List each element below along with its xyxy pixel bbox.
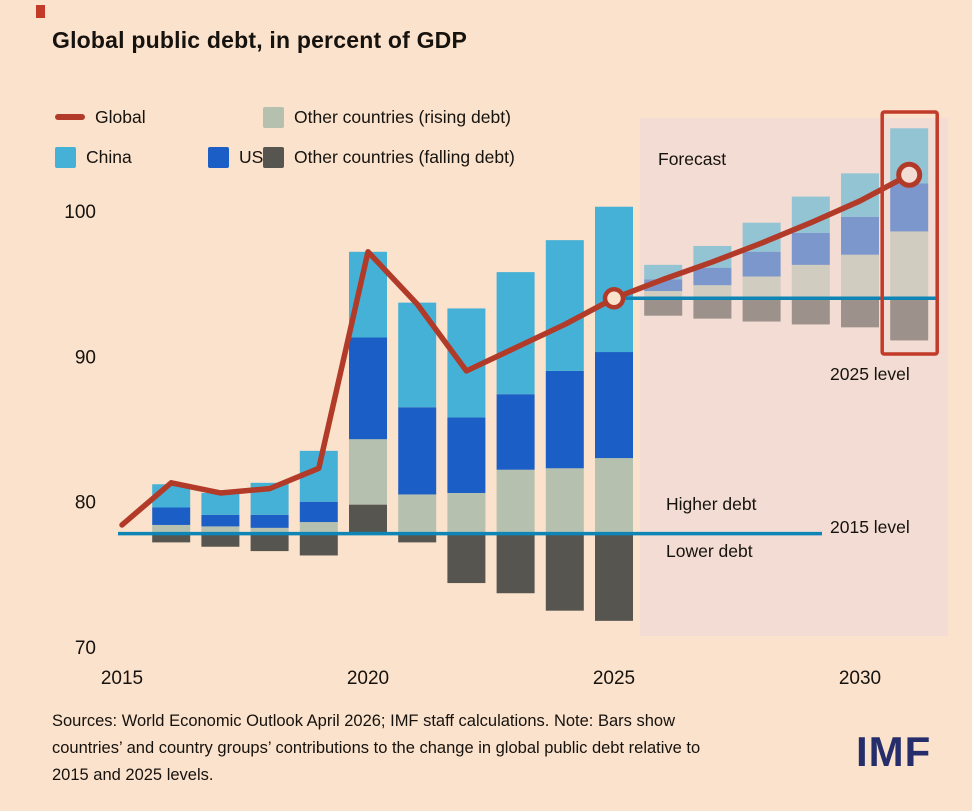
legend-item-us: US — [208, 145, 263, 169]
bar-segment-us-2029 — [791, 232, 830, 265]
bar-segment-other_falling-2031 — [890, 298, 929, 341]
legend-label-us: US — [239, 146, 264, 167]
bar-segment-other_rising-2025 — [595, 458, 633, 534]
bar-segment-other_rising-2023 — [496, 469, 535, 534]
legend-label-other-falling: Other countries (falling debt) — [294, 146, 515, 167]
level-2015-label: 2015 level — [830, 517, 910, 537]
bar-segment-other_rising-2017 — [201, 526, 240, 534]
x-tick-2020: 2020 — [347, 668, 389, 689]
bar-segment-us-2031 — [890, 183, 929, 232]
legend-swatch-global-line — [55, 114, 85, 120]
bar-segment-us-2019 — [299, 501, 338, 523]
legend-label-other-rising: Other countries (rising debt) — [294, 106, 511, 127]
bar-segment-other_falling-2021 — [398, 533, 437, 543]
x-tick-2025: 2025 — [593, 668, 635, 689]
bar-segment-other_falling-2016 — [152, 533, 191, 543]
bar-segment-other_rising-2024 — [545, 468, 584, 534]
bar-segment-other_falling-2030 — [841, 298, 879, 328]
legend-item-global: Global — [55, 105, 146, 129]
bar-segment-other_rising-2026 — [644, 291, 683, 299]
bar-segment-china-2025 — [595, 206, 633, 353]
bar-segment-other_rising-2018 — [250, 527, 289, 534]
bar-segment-us-2027 — [693, 267, 732, 286]
bar-segment-other_falling-2024 — [545, 533, 584, 611]
bar-segment-other_falling-2025 — [595, 533, 633, 621]
crop-artifact — [36, 5, 45, 18]
global-debt-line — [119, 172, 912, 528]
bar-segment-other_rising-2027 — [693, 285, 732, 299]
bar-segment-china-2023 — [496, 272, 535, 395]
forecast-label: Forecast — [658, 149, 727, 169]
x-tick-2030: 2030 — [839, 668, 881, 689]
y-tick-70: 70 — [75, 638, 96, 659]
bar-segment-other_rising-2029 — [791, 264, 830, 299]
legend-swatch-us — [208, 146, 229, 168]
global-line-marker-2025 — [602, 287, 626, 310]
bar-segment-china-2024 — [545, 240, 584, 371]
level-2025-label: 2025 level — [830, 364, 910, 384]
y-tick-90: 90 — [75, 347, 96, 368]
bar-segment-other_rising-2031 — [890, 231, 929, 299]
bar-segment-other_falling-2022 — [447, 533, 486, 584]
x-tick-2015: 2015 — [101, 668, 143, 689]
legend-label-global: Global — [95, 106, 146, 127]
higher-debt-label: Higher debt — [666, 494, 757, 514]
bar-segment-us-2017 — [201, 514, 240, 527]
y-tick-80: 80 — [75, 493, 96, 514]
bar-segment-other_rising-2028 — [742, 276, 781, 299]
source-note: Sources: World Economic Outlook April 20… — [52, 712, 701, 784]
bar-segment-us-2026 — [644, 279, 683, 292]
y-tick-100: 100 — [64, 202, 96, 223]
global-line-marker-2031 — [896, 161, 923, 188]
bar-segment-other_rising-2020 — [349, 439, 387, 505]
bar-segment-other_rising-2019 — [299, 522, 338, 534]
chart-title: Global public debt, in percent of GDP — [52, 27, 468, 53]
legend-swatch-other-falling — [263, 146, 284, 168]
bar-segment-us-2018 — [250, 514, 289, 528]
bar-segment-other_falling-2018 — [250, 533, 289, 552]
bar-segment-us-2030 — [841, 216, 879, 255]
legend-item-china: China — [55, 145, 132, 169]
bar-segment-other_falling-2029 — [791, 298, 830, 325]
bar-segment-other_falling-2028 — [742, 298, 781, 322]
legend-label-china: China — [86, 146, 132, 167]
bar-segment-us-2016 — [152, 507, 191, 525]
bar-segment-us-2021 — [398, 407, 437, 495]
highlight-box-2031 — [880, 110, 939, 356]
bar-segment-china-2027 — [693, 245, 732, 268]
legend-swatch-china — [55, 146, 76, 168]
bar-segment-other_falling-2020 — [349, 504, 387, 534]
legend-item-other-falling: Other countries (falling debt) — [263, 145, 515, 169]
bar-segment-other_rising-2021 — [398, 494, 437, 534]
bar-segment-other_falling-2027 — [693, 298, 732, 319]
bar-segment-us-2023 — [496, 394, 535, 470]
bar-segment-us-2025 — [595, 352, 633, 459]
bar-segment-us-2022 — [447, 417, 486, 493]
legend-swatch-other-rising — [263, 106, 284, 128]
bar-segment-other_falling-2017 — [201, 533, 240, 547]
bar-segment-other_rising-2030 — [841, 254, 879, 299]
bar-segment-other_rising-2022 — [447, 492, 486, 534]
bar-segment-other_rising-2016 — [152, 524, 191, 534]
legend-item-other-rising: Other countries (rising debt) — [263, 105, 511, 129]
bar-segment-us-2024 — [545, 370, 584, 469]
bar-segment-other_falling-2026 — [644, 298, 683, 316]
lower-debt-label: Lower debt — [666, 541, 753, 561]
bar-segment-us-2020 — [349, 337, 387, 440]
bar-segment-china-2017 — [201, 492, 240, 515]
bar-segment-us-2028 — [742, 251, 781, 277]
imf-logo: IMF — [856, 728, 932, 775]
bar-segment-other_falling-2023 — [496, 533, 535, 594]
bar-segment-other_falling-2019 — [299, 533, 338, 556]
